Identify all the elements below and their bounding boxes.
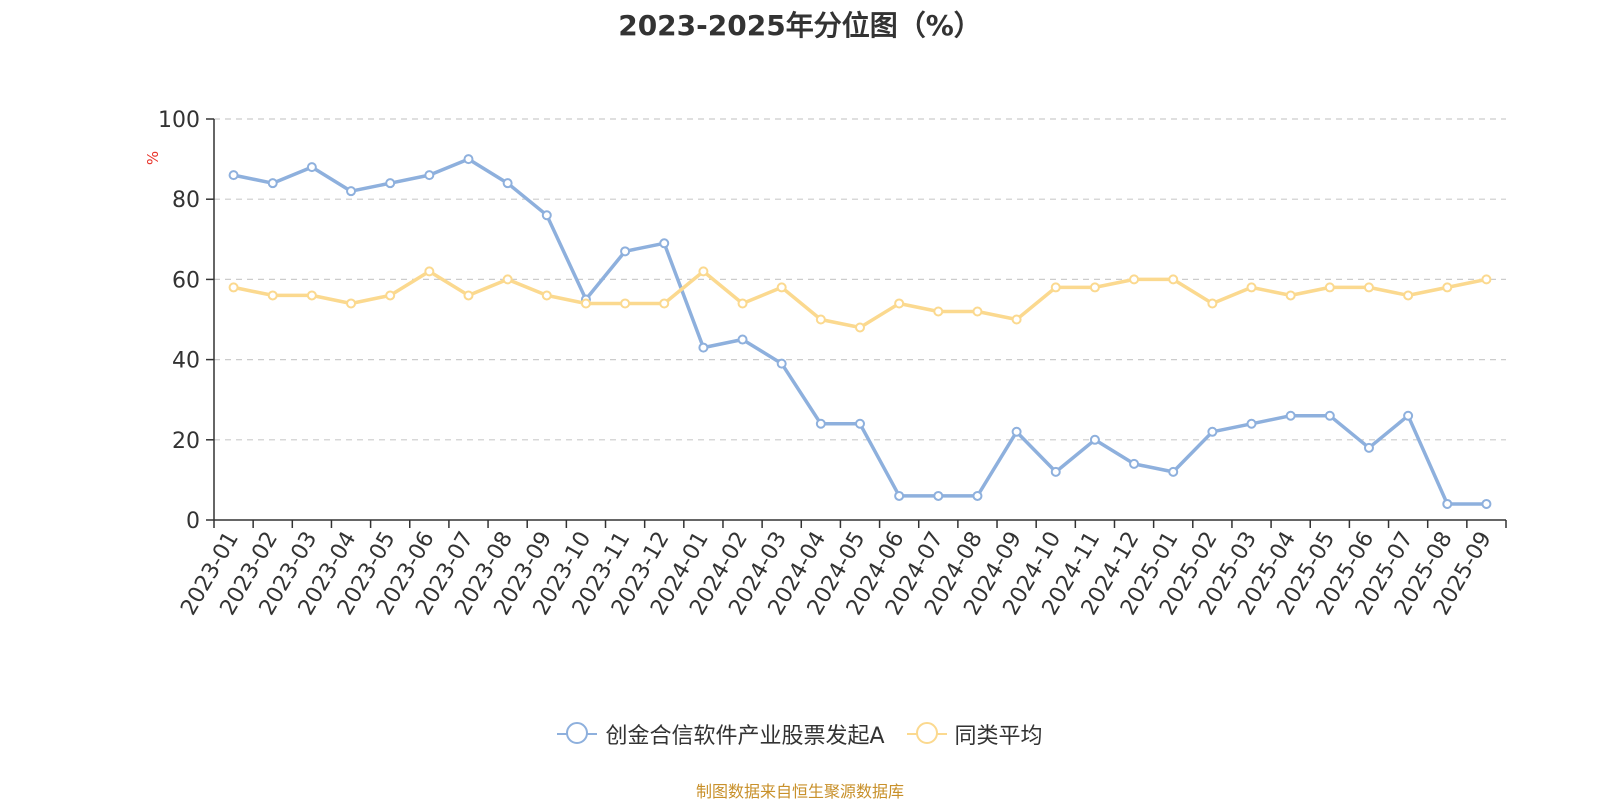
axes: 020406080100%2023-012023-022023-032023-0… xyxy=(144,108,1507,620)
y-tick-label: 20 xyxy=(172,429,200,454)
data-point xyxy=(306,290,317,301)
source-note: 制图数据来自恒生聚源数据库 xyxy=(695,782,904,801)
data-point xyxy=(346,186,357,197)
data-point xyxy=(1481,274,1492,285)
data-point xyxy=(1207,298,1218,309)
chart-title: 2023-2025年分位图（%） xyxy=(618,9,982,42)
data-point xyxy=(972,306,983,317)
data-point xyxy=(894,490,905,501)
data-point xyxy=(815,314,826,325)
data-point xyxy=(776,358,787,369)
data-point xyxy=(1050,466,1061,477)
data-point xyxy=(1050,282,1061,293)
data-point xyxy=(1129,274,1140,285)
data-point xyxy=(1011,314,1022,325)
data-point xyxy=(1363,282,1374,293)
data-point xyxy=(1324,282,1335,293)
data-point xyxy=(1168,274,1179,285)
data-point xyxy=(1089,282,1100,293)
data-point xyxy=(1285,410,1296,421)
data-point xyxy=(855,418,865,429)
data-point xyxy=(894,298,905,309)
legend-label-category-average: 同类平均 xyxy=(954,724,1043,749)
data-point xyxy=(1285,290,1296,301)
data-point xyxy=(815,418,826,429)
data-point xyxy=(1089,434,1100,445)
data-point xyxy=(1403,290,1414,301)
data-point xyxy=(620,246,631,257)
data-point xyxy=(463,154,474,165)
grid-lines xyxy=(214,118,1506,441)
data-point xyxy=(1442,282,1453,293)
data-point xyxy=(580,298,591,309)
data-point xyxy=(424,266,435,277)
data-point xyxy=(1442,498,1453,509)
legend: 创金合信软件产业股票发起A 同类平均 xyxy=(0,718,1600,750)
y-tick-label: 100 xyxy=(158,108,200,133)
data-point xyxy=(1403,410,1414,421)
data-point xyxy=(541,210,552,221)
data-point xyxy=(1011,426,1022,437)
data-point xyxy=(1129,458,1140,469)
data-point xyxy=(698,342,709,353)
data-point xyxy=(659,298,670,309)
y-tick-label: 0 xyxy=(186,509,200,534)
data-point xyxy=(1168,466,1179,477)
data-point xyxy=(933,306,944,317)
data-point xyxy=(385,178,396,189)
series-line-1 xyxy=(233,269,1487,330)
y-tick-label: 40 xyxy=(172,349,200,374)
data-point xyxy=(972,490,983,501)
data-point xyxy=(698,266,709,277)
y-tick-label: 60 xyxy=(172,268,200,293)
data-point xyxy=(1246,282,1257,293)
data-point xyxy=(267,178,278,189)
data-point xyxy=(659,238,670,249)
y-axis-label: % xyxy=(144,151,162,165)
data-point xyxy=(933,490,944,501)
data-point xyxy=(541,290,552,301)
data-point xyxy=(1481,498,1492,509)
data-point xyxy=(463,290,474,301)
series-layer xyxy=(228,154,1492,509)
legend-line-circle-icon xyxy=(906,722,947,746)
data-point xyxy=(620,298,631,309)
data-point xyxy=(228,170,239,181)
data-point xyxy=(424,170,435,181)
data-point xyxy=(267,290,278,301)
data-point xyxy=(1363,442,1374,453)
data-point xyxy=(855,322,865,333)
data-point xyxy=(228,282,239,293)
legend-label-fund: 创金合信软件产业股票发起A xyxy=(605,724,885,749)
data-point xyxy=(737,334,748,345)
legend-line-circle-icon xyxy=(557,722,598,746)
data-point xyxy=(1207,426,1218,437)
data-point xyxy=(502,274,513,285)
data-point xyxy=(737,298,748,309)
data-point xyxy=(1246,418,1257,429)
data-point xyxy=(502,178,513,189)
data-point xyxy=(776,282,787,293)
data-point xyxy=(306,162,317,173)
legend-item-category-average[interactable]: 同类平均 xyxy=(906,718,1043,750)
data-point xyxy=(346,298,357,309)
legend-item-fund[interactable]: 创金合信软件产业股票发起A xyxy=(557,718,885,750)
data-point xyxy=(1324,410,1335,421)
y-tick-label: 80 xyxy=(172,188,200,213)
data-point xyxy=(385,290,396,301)
